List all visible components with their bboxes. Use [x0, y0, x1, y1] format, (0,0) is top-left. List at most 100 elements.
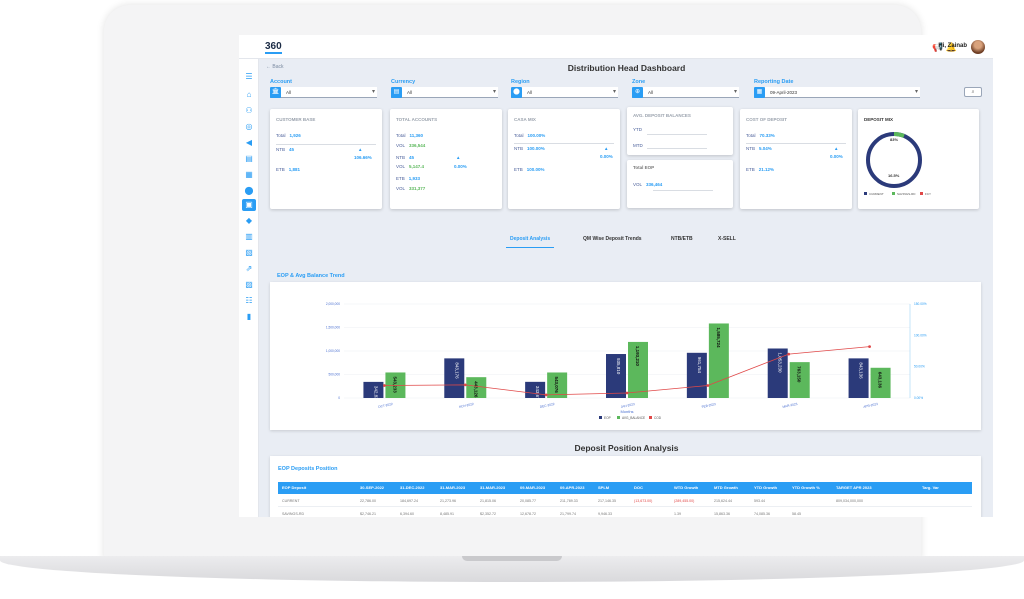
bar-avg-balance [547, 372, 568, 398]
card-total-eop[interactable]: Total EOP VOL 336,464 [627, 160, 733, 208]
bar-avg-balance [789, 362, 810, 398]
table-cell: 8,485.91 [440, 512, 454, 516]
greeting: Hi, Zainab [938, 43, 967, 49]
table-header-cell[interactable]: SPLM [598, 485, 610, 490]
table-cell: SAVINGS-RD [282, 512, 305, 516]
team-icon[interactable]: ☷ [245, 296, 253, 305]
y2-tick-label: 0.00% [914, 396, 923, 400]
zone-icon: ⊕ [632, 87, 643, 98]
home-icon[interactable]: ⌂ [246, 90, 252, 99]
y-tick-label: 500,000 [328, 373, 340, 377]
tab-deposit-analysis[interactable]: Deposit Analysis [506, 236, 555, 248]
bar-eop [525, 381, 546, 398]
cod-point [868, 345, 871, 349]
card-cost-of-deposit[interactable]: COST OF DEPOSIT Total 70.33% NTB 5.04% ▲ 0… [740, 109, 852, 209]
label: ETB [746, 167, 755, 172]
laptop-notch [462, 556, 562, 561]
bar-avg-label: 1,585,724 [716, 327, 721, 348]
table-header-cell[interactable]: 31-MAR-2023 [440, 485, 466, 490]
tab-qm-wise[interactable]: QM Wise Deposit Trends [583, 236, 642, 242]
chevron-down-icon: ▾ [914, 89, 918, 95]
filter-region-value: All [527, 90, 533, 95]
value: 1,933 [408, 176, 421, 181]
filter-zone-select[interactable]: ⊕ All ▾ [632, 87, 739, 98]
y2-tick-label: 50.00% [914, 365, 925, 369]
table-header-cell[interactable]: MTD Growth [714, 485, 738, 490]
file-icon[interactable]: ▧ [245, 248, 253, 257]
up-icon: ▲ [456, 155, 461, 160]
value: 5.04% [759, 146, 772, 151]
growth-icon[interactable]: ⇗ [245, 264, 253, 273]
card-title: AVG. DEPOSIT BALANCES [633, 113, 691, 118]
bell-icon[interactable]: 🔔 [945, 42, 957, 52]
filter-currency-label: Currency [391, 79, 416, 85]
document-icon[interactable]: ▥ [245, 232, 253, 241]
bar-eop [848, 358, 869, 398]
table-header-cell[interactable]: 09-MAR-2023 [520, 485, 546, 490]
divider [514, 143, 614, 144]
target-icon[interactable]: ◎ [245, 122, 253, 131]
chart-card: 0 500,000 1,000,000 1,500,000 2,000,000 0.00%… [270, 282, 981, 430]
filter-currency-select[interactable]: ▤ All ▾ [391, 87, 498, 98]
table-header-cell[interactable]: EOP Deposit [282, 485, 307, 490]
drop-icon[interactable]: ◆ [245, 216, 253, 225]
card-customer-base[interactable]: CUSTOMER BASE Total 1,926 NTB 45 ▲ 106.66%… [270, 109, 382, 209]
dashboard-icon[interactable]: ▣ [242, 199, 256, 211]
table-header-cell[interactable]: 30-SEP-2022 [360, 485, 385, 490]
label: NTB [746, 146, 755, 151]
legend-cod: COD [654, 416, 662, 420]
label: NTB [396, 155, 405, 160]
divider [647, 134, 707, 135]
tab-ntb-etb[interactable]: NTB/ETB [671, 236, 693, 242]
bar-eop-label: 1,053,230 [778, 352, 783, 373]
card-title: COST OF DEPOSIT [746, 117, 788, 122]
table-header-cell[interactable]: Targ. Var [922, 485, 939, 490]
menu-icon[interactable]: ☰ [245, 72, 253, 81]
value: 21.12% [758, 167, 775, 172]
table-header-cell[interactable]: YTD Growth [754, 485, 778, 490]
megaphone-icon[interactable]: 📢 [932, 42, 944, 52]
table-header-cell[interactable]: WTD Growth [674, 485, 699, 490]
location-nav-icon[interactable]: ⬤ [244, 186, 254, 195]
megaphone-nav-icon[interactable]: ◀ [245, 138, 253, 147]
card-deposit-mix[interactable]: DEPOSIT MIX 83% 16.5% CURRENT SAVINGS-RD… [858, 109, 979, 209]
table-header-cell[interactable]: 31-MAR-2023 [480, 485, 506, 490]
exit-icon[interactable]: ▮ [246, 312, 252, 321]
top-icons: 📢 🔔 [932, 42, 957, 53]
back-link[interactable]: ← Back [266, 64, 284, 70]
card-total-accounts[interactable]: TOTAL ACCOUNTS Total 11,360 VOL 336,544 NT… [390, 109, 502, 209]
table-row[interactable]: SAVINGS-RD $2,746.21 6,394.60 8,485.91 $2,35… [278, 507, 972, 517]
card-casa-mix[interactable]: CASA MIX Total 100.00% NTB 100.00% ▲ 0.00%… [508, 109, 620, 209]
table-header-cell[interactable]: DOC [634, 485, 643, 490]
filter-currency-value: All [407, 90, 413, 95]
table-header-cell[interactable]: 09-APR-2023 [560, 485, 585, 490]
search-button[interactable]: ⌕ [964, 87, 982, 97]
avatar[interactable] [971, 40, 985, 54]
notes-icon[interactable]: ▨ [245, 280, 253, 289]
bar-avg-label: 543,076 [554, 376, 559, 393]
table-header-cell[interactable]: 31-DEC-2022 [400, 485, 425, 490]
tab-x-sell[interactable]: X-SELL [718, 236, 736, 242]
chart-icon[interactable]: ▦ [245, 170, 253, 179]
table-header-cell[interactable]: TARGET APR 2023 [836, 485, 872, 490]
filter-account-select[interactable]: 🏛 All ▾ [270, 87, 377, 98]
table-cell: 12,678.72 [520, 512, 536, 516]
app-logo[interactable]: 360 [265, 41, 282, 54]
label: NTB [276, 147, 285, 152]
label: YTD [633, 127, 642, 132]
table-cell: 21,273.96 [440, 499, 456, 503]
filter-date-select[interactable]: ▦ 09-April-2023 ▾ [754, 87, 920, 98]
bar-eop-label: 343,676 [535, 386, 540, 403]
label: MTD [633, 143, 643, 148]
table-header-cell[interactable]: YTD Growth % [792, 485, 820, 490]
users-icon[interactable]: ⚇ [245, 106, 253, 115]
bar-avg-label: 543,233 [392, 376, 397, 393]
table-row[interactable]: CURRENT 22,786.00 184,697.24 21,273.96 21,81… [278, 494, 972, 507]
filter-region-select[interactable]: ⬤ All ▾ [511, 87, 618, 98]
report-icon[interactable]: ▤ [245, 154, 253, 163]
card-avg-deposit[interactable]: AVG. DEPOSIT BALANCES YTD MTD [627, 107, 733, 155]
value: 11,360 [409, 133, 424, 138]
table-cell: 22,786.00 [360, 499, 376, 503]
x-tick-label: NOV-2022 [459, 402, 475, 409]
eop-avg-chart: 0 500,000 1,000,000 1,500,000 2,000,000 0.00%… [326, 302, 927, 420]
